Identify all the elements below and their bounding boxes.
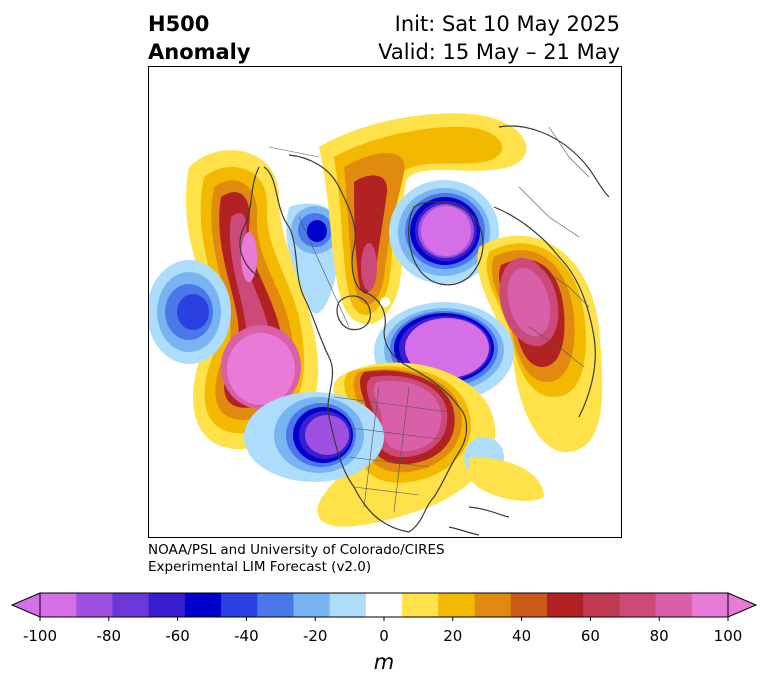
colorbar-swatch <box>365 593 403 617</box>
colorbar-swatch <box>184 593 222 617</box>
credit-text: NOAA/PSL and University of Colorado/CIRE… <box>148 542 445 576</box>
positive-anomaly-eurasia <box>477 235 603 453</box>
colorbar-swatch <box>546 593 584 617</box>
colorbar-swatch <box>76 593 113 617</box>
colorbar-swatch <box>112 593 150 617</box>
colorbar-swatch <box>510 593 548 617</box>
coastlines <box>239 125 610 536</box>
colorbar-swatch <box>655 593 693 617</box>
colorbar-swatch <box>40 593 77 617</box>
negative-anomaly-canada <box>286 203 341 314</box>
colorbar-unit: m <box>373 650 395 674</box>
title-line-type: Anomaly <box>148 40 251 64</box>
colorbar-tick-label: -40 <box>234 627 259 645</box>
colorbar-tick-label: -80 <box>96 627 122 645</box>
negative-anomaly-pacific <box>149 260 231 364</box>
colorbar-tick-label: -20 <box>302 627 328 645</box>
colorbar-tick-label: 40 <box>512 627 532 645</box>
colorbar-tick-label: -60 <box>165 627 190 645</box>
pole-marker <box>380 297 390 307</box>
colorbar-swatch <box>148 593 186 617</box>
colorbar-swatch <box>329 593 367 617</box>
colorbar-swatch <box>583 593 620 617</box>
colorbar-extend-low <box>10 592 41 618</box>
colorbar <box>10 592 758 621</box>
valid-range: Valid: 15 May – 21 May <box>378 40 620 64</box>
positive-anomaly-arctic <box>319 113 527 325</box>
positive-anomaly-pacific <box>185 150 319 450</box>
map-panel <box>148 66 622 538</box>
positive-anomaly-atlantic <box>469 457 544 501</box>
colorbar-swatch <box>691 593 729 617</box>
colorbar-tick-label: 100 <box>713 627 743 645</box>
colorbar-tick-label: 80 <box>649 627 669 645</box>
colorbar-swatch <box>257 593 294 617</box>
colorbar-tick-label: 0 <box>379 627 389 645</box>
positive-anomaly-north-america <box>317 362 496 527</box>
title-line-variable: H500 <box>148 12 210 36</box>
map-title: H500 Anomaly <box>148 10 251 66</box>
negative-anomaly-greenland <box>389 180 499 284</box>
colorbar-swatch <box>619 593 657 617</box>
init-date: Init: Sat 10 May 2025 <box>394 12 620 36</box>
political-borders <box>268 126 590 513</box>
credit-line-2: Experimental LIM Forecast (v2.0) <box>148 559 372 575</box>
forecast-dates: Init: Sat 10 May 2025 Valid: 15 May – 21… <box>378 10 620 66</box>
colorbar-tick-label: 20 <box>443 627 463 645</box>
credit-line-1: NOAA/PSL and University of Colorado/CIRE… <box>148 542 445 558</box>
colorbar-extend-high <box>727 592 758 618</box>
colorbar-tick-label: 60 <box>580 627 600 645</box>
colorbar-swatch <box>221 593 258 617</box>
colorbar-swatch <box>474 593 512 617</box>
anomaly-map <box>149 113 610 536</box>
negative-anomaly-sw-us <box>244 392 384 482</box>
colorbar-swatch <box>438 593 476 617</box>
colorbar-swatch <box>402 593 439 617</box>
colorbar-tick-label: -100 <box>22 627 58 645</box>
colorbar-swatch <box>293 593 331 617</box>
